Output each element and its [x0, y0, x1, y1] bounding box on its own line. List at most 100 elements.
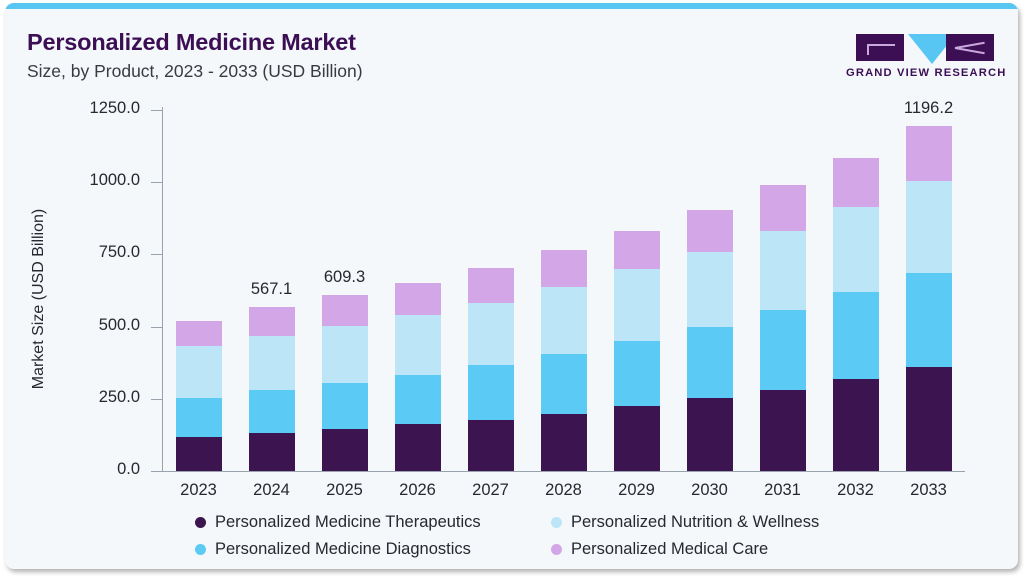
logo-mark — [846, 31, 1004, 64]
bar-stack[interactable] — [613, 230, 660, 471]
bar-segment[interactable] — [540, 286, 587, 354]
bar-stack[interactable] — [759, 184, 806, 471]
logo-block-left-icon — [856, 34, 904, 61]
legend-item-label: Personalized Medicine Therapeutics — [215, 513, 481, 531]
bar-stack[interactable] — [905, 125, 952, 471]
bar-segment[interactable] — [394, 315, 441, 375]
legend-swatch-icon — [551, 544, 562, 555]
page-title: Personalized Medicine Market — [27, 29, 356, 55]
bar-segment[interactable] — [613, 230, 660, 269]
legend-swatch-icon — [195, 517, 206, 528]
bar-segment[interactable] — [759, 310, 806, 390]
bar-segment[interactable] — [686, 251, 733, 328]
card-top-accent-bar — [5, 3, 1018, 9]
bar-segment[interactable] — [759, 230, 806, 311]
x-axis-tick-label: 2033 — [910, 481, 947, 499]
bar-segment[interactable] — [321, 326, 368, 383]
bar-segment[interactable] — [613, 406, 660, 471]
bar-segment[interactable] — [394, 374, 441, 425]
bar-value-label: 609.3 — [323, 268, 366, 287]
bar-segment[interactable] — [321, 382, 368, 429]
logo-text: GRAND VIEW RESEARCH — [846, 67, 1007, 79]
bar-segment[interactable] — [540, 353, 587, 414]
bar-segment[interactable] — [905, 272, 952, 368]
y-axis-tick-label: 750.0 — [98, 243, 140, 262]
bar-segment[interactable] — [175, 346, 222, 398]
bar-segment[interactable] — [248, 433, 295, 471]
bar-segment[interactable] — [832, 292, 879, 380]
legend-item[interactable]: Personalized Medicine Therapeutics — [195, 513, 481, 532]
bar-segment[interactable] — [467, 268, 514, 303]
legend-item[interactable]: Personalized Medicine Diagnostics — [195, 540, 471, 559]
y-axis-line — [162, 107, 163, 471]
bar-segment[interactable] — [759, 184, 806, 231]
legend-item[interactable]: Personalized Medical Care — [551, 540, 768, 559]
legend-swatch-icon — [551, 517, 562, 528]
bar-segment[interactable] — [905, 180, 952, 273]
chart-card: Personalized Medicine Market Size, by Pr… — [5, 3, 1018, 569]
x-axis-tick-label: 2024 — [253, 481, 290, 499]
bar-stack[interactable] — [248, 307, 295, 471]
bar-segment[interactable] — [467, 302, 514, 365]
chart-header: Personalized Medicine Market Size, by Pr… — [5, 9, 1018, 89]
bar-segment[interactable] — [832, 379, 879, 471]
y-axis-tick-mark — [151, 398, 162, 400]
legend-item-label: Personalized Nutrition & Wellness — [571, 513, 820, 531]
bar-segment[interactable] — [175, 397, 222, 437]
bar-stack[interactable] — [540, 250, 587, 471]
bar-segment[interactable] — [686, 398, 733, 471]
x-axis-tick-label: 2026 — [399, 481, 436, 499]
x-axis-tick-label: 2023 — [180, 481, 217, 499]
bar-segment[interactable] — [467, 364, 514, 420]
x-axis-tick-label: 2032 — [837, 481, 874, 499]
bar-stack[interactable] — [686, 210, 733, 471]
bar-segment[interactable] — [759, 389, 806, 471]
bar-segment[interactable] — [175, 436, 222, 471]
bar-segment[interactable] — [248, 336, 295, 391]
bar-stack[interactable] — [321, 295, 368, 471]
bar-value-label: 1196.2 — [903, 98, 954, 117]
x-axis-tick-label: 2025 — [326, 481, 363, 499]
bar-segment[interactable] — [321, 295, 368, 327]
bar-segment[interactable] — [321, 428, 368, 471]
y-axis-tick-label: 1250.0 — [89, 99, 140, 117]
x-axis-tick-label: 2027 — [472, 481, 509, 499]
legend-item[interactable]: Personalized Nutrition & Wellness — [551, 513, 819, 532]
x-axis-tick-label: 2029 — [618, 481, 655, 499]
y-axis-tick-mark — [151, 326, 162, 328]
grand-view-research-logo: GRAND VIEW RESEARCH — [846, 31, 1007, 83]
bar-segment[interactable] — [175, 320, 222, 347]
y-axis-tick-mark — [151, 110, 162, 111]
y-axis-tick-label: 250.0 — [98, 387, 140, 406]
bar-segment[interactable] — [686, 327, 733, 399]
bar-segment[interactable] — [613, 268, 660, 342]
bar-segment[interactable] — [540, 413, 587, 471]
bar-segment[interactable] — [394, 282, 441, 316]
bar-stack[interactable] — [832, 157, 879, 471]
chart-subtitle: Size, by Product, 2023 - 2033 (USD Billi… — [27, 61, 363, 81]
bar-stack[interactable] — [175, 320, 222, 471]
x-axis-tick-label: 2030 — [691, 481, 728, 499]
bar-segment[interactable] — [905, 367, 952, 471]
bar-segment[interactable] — [832, 207, 879, 293]
bar-segment[interactable] — [540, 250, 587, 287]
legend-swatch-icon — [195, 544, 206, 555]
x-axis-line — [162, 471, 965, 472]
logo-block-right-icon — [946, 34, 994, 61]
chart-plot-area: Market Size (USD Billion) 0.0 250.0 500.0 7… — [5, 3, 1018, 569]
bar-segment[interactable] — [613, 341, 660, 407]
bar-stack[interactable] — [394, 282, 441, 471]
bar-segment[interactable] — [394, 424, 441, 471]
bar-segment[interactable] — [248, 307, 295, 337]
legend-item-label: Personalized Medicine Diagnostics — [215, 540, 471, 558]
y-axis-tick-label: 0.0 — [117, 460, 140, 478]
bar-segment[interactable] — [832, 157, 879, 208]
bar-stack[interactable] — [467, 268, 514, 471]
bar-segment[interactable] — [686, 210, 733, 252]
y-axis-tick-mark — [151, 254, 162, 256]
legend-item-label: Personalized Medical Care — [571, 540, 769, 558]
bar-segment[interactable] — [467, 419, 514, 471]
bar-segment[interactable] — [905, 125, 952, 181]
bar-segment[interactable] — [248, 390, 295, 434]
y-axis-tick-label: 1000.0 — [89, 171, 140, 190]
